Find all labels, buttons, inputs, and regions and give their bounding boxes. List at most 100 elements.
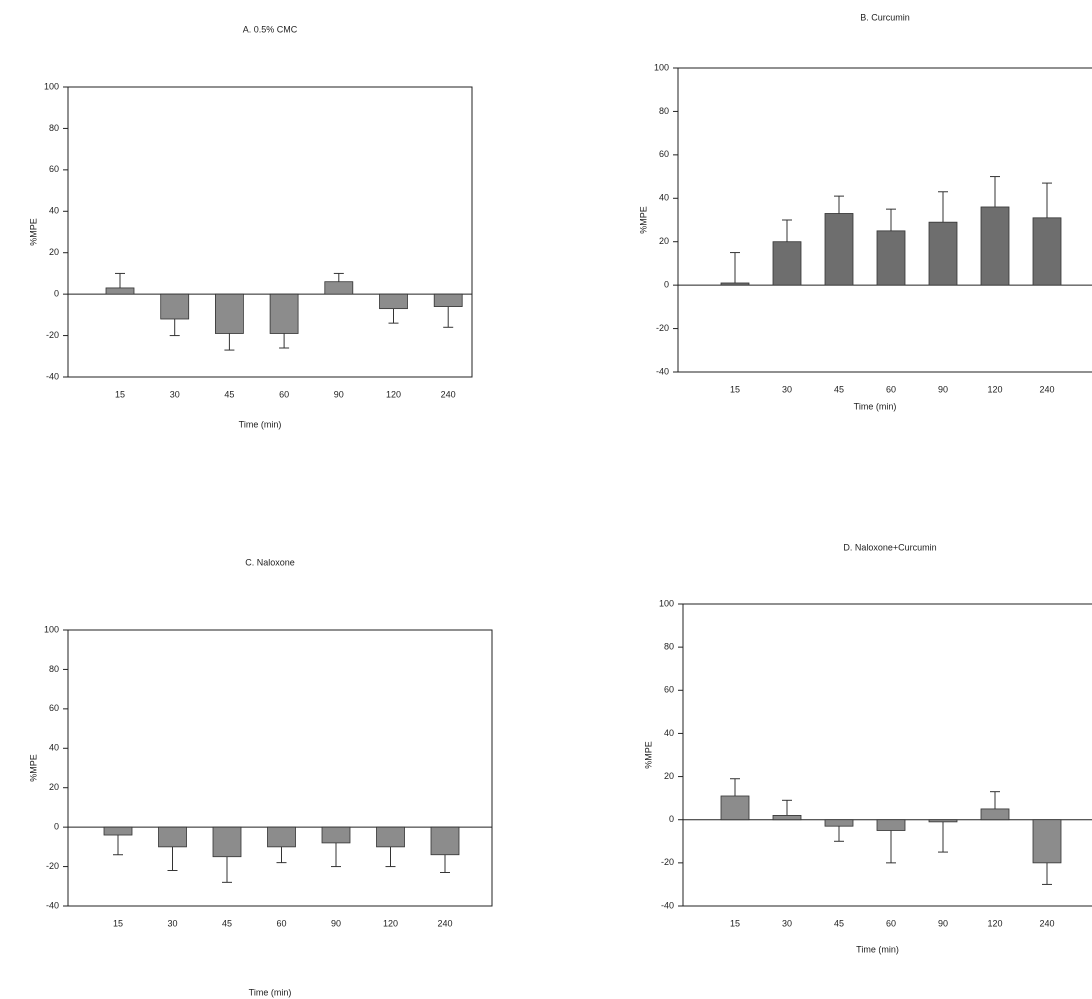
x-tick-label: 240 <box>441 389 456 399</box>
x-tick-label: 90 <box>938 918 948 928</box>
x-tick-label: 15 <box>113 918 123 928</box>
y-axis-label: %MPE <box>28 754 38 782</box>
x-tick-label: 60 <box>276 918 286 928</box>
y-tick-label: 80 <box>659 106 669 116</box>
y-tick-label: 0 <box>54 822 59 832</box>
chart-title: A. 0.5% CMC <box>243 24 298 34</box>
x-tick-label: 30 <box>167 918 177 928</box>
x-tick-label: 30 <box>170 389 180 399</box>
bar <box>322 827 350 843</box>
x-tick-label: 60 <box>886 918 896 928</box>
x-tick-label: 60 <box>886 384 896 394</box>
bar <box>773 242 801 285</box>
y-tick-label: -40 <box>661 900 674 910</box>
y-tick-label: 0 <box>664 280 669 290</box>
plot-frame <box>678 68 1092 372</box>
y-tick-label: -20 <box>661 857 674 867</box>
y-tick-label: 80 <box>49 664 59 674</box>
plot-frame <box>683 604 1092 906</box>
x-tick-label: 45 <box>834 918 844 928</box>
x-tick-label: 15 <box>115 389 125 399</box>
chart-title: C. Naloxone <box>245 557 295 567</box>
bar <box>104 827 132 835</box>
x-tick-label: 240 <box>437 918 452 928</box>
bar <box>721 796 749 820</box>
bar <box>877 231 905 285</box>
bar <box>1033 820 1061 863</box>
y-tick-label: 100 <box>44 81 59 91</box>
y-tick-label: 0 <box>54 289 59 299</box>
bar <box>380 294 408 309</box>
x-tick-label: 30 <box>782 384 792 394</box>
chart-title: D. Naloxone+Curcumin <box>843 542 936 552</box>
y-tick-label: 20 <box>49 782 59 792</box>
x-tick-label: 120 <box>383 918 398 928</box>
x-tick-label: 120 <box>987 918 1002 928</box>
bar <box>773 815 801 819</box>
y-tick-label: -20 <box>46 861 59 871</box>
y-tick-label: 80 <box>664 642 674 652</box>
bar <box>825 820 853 826</box>
y-tick-label: 60 <box>664 685 674 695</box>
y-tick-label: 80 <box>49 123 59 133</box>
bar <box>434 294 462 306</box>
bar <box>159 827 187 847</box>
x-tick-label: 15 <box>730 384 740 394</box>
y-tick-label: 40 <box>664 728 674 738</box>
figure: A. 0.5% CMC %MPE Time (min) -40 -20 0 20 40 60 80… <box>0 0 1092 999</box>
y-tick-label: 20 <box>49 247 59 257</box>
y-tick-label: 100 <box>654 62 669 72</box>
y-tick-label: 40 <box>49 743 59 753</box>
y-tick-label: 60 <box>49 703 59 713</box>
x-tick-label: 120 <box>386 389 401 399</box>
y-axis-label: %MPE <box>28 218 38 246</box>
x-tick-label: 30 <box>782 918 792 928</box>
bar <box>1033 218 1061 285</box>
y-tick-label: -40 <box>46 371 59 381</box>
y-tick-label: 20 <box>664 771 674 781</box>
y-axis-label: %MPE <box>638 206 648 234</box>
y-tick-label: 40 <box>49 206 59 216</box>
y-tick-label: 20 <box>659 236 669 246</box>
y-tick-label: 60 <box>49 164 59 174</box>
x-axis-label: Time (min) <box>854 401 897 411</box>
bar <box>929 222 957 285</box>
x-tick-label: 45 <box>834 384 844 394</box>
plot-frame <box>68 630 492 906</box>
y-tick-label: -20 <box>656 323 669 333</box>
bar <box>213 827 241 857</box>
bar <box>877 820 905 831</box>
bar <box>270 294 298 333</box>
bar <box>377 827 405 847</box>
x-tick-label: 60 <box>279 389 289 399</box>
bar <box>721 283 749 285</box>
x-tick-label: 120 <box>987 384 1002 394</box>
y-tick-label: 100 <box>44 624 59 634</box>
y-tick-label: -40 <box>656 366 669 376</box>
x-axis-label: Time (min) <box>249 987 292 997</box>
x-axis-label: Time (min) <box>239 419 282 429</box>
x-tick-label: 90 <box>334 389 344 399</box>
y-tick-label: -20 <box>46 330 59 340</box>
bar <box>929 820 957 822</box>
y-tick-label: 40 <box>659 193 669 203</box>
chart-title: B. Curcumin <box>860 12 910 22</box>
y-tick-label: 0 <box>669 814 674 824</box>
bar <box>325 282 353 294</box>
x-tick-label: 90 <box>938 384 948 394</box>
bar <box>825 213 853 285</box>
y-tick-label: -40 <box>46 900 59 910</box>
x-tick-label: 240 <box>1039 384 1054 394</box>
bar <box>106 288 134 294</box>
bar <box>431 827 459 855</box>
y-tick-label: 100 <box>659 598 674 608</box>
x-tick-label: 45 <box>224 389 234 399</box>
bar <box>981 207 1009 285</box>
x-tick-label: 45 <box>222 918 232 928</box>
x-tick-label: 240 <box>1039 918 1054 928</box>
x-tick-label: 90 <box>331 918 341 928</box>
bar <box>268 827 296 847</box>
x-axis-label: Time (min) <box>856 944 899 954</box>
x-tick-label: 15 <box>730 918 740 928</box>
bar <box>215 294 243 333</box>
